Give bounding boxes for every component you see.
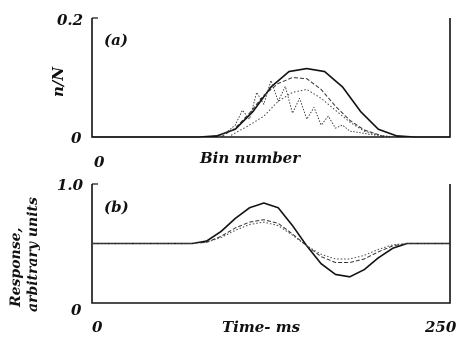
panel-b-plot [92,202,450,278]
panel-a-xlabel: Bin number [199,149,301,167]
panel-b-xtick-label-left: 0 [92,318,103,336]
panel-a-plot [92,67,450,138]
panel-a-series-1-line [217,80,397,138]
panel-b-series-2-line [92,221,450,260]
panel-a: 0.2 0 0 (a) n/N Bin number [49,11,451,171]
panel-a-series-3-line [227,88,386,138]
panel-b-ytick-label-bottom: 0 [71,301,82,319]
panel-b-xlabel: Time- ms [222,318,301,336]
panel-a-axes [91,18,451,138]
panel-a-series-2-line [220,77,386,138]
panel-b: 1.0 0 0 250 (b) Response, arbitrary unit… [8,176,457,336]
panel-b-ylabel-line2: arbitrary units [25,197,41,312]
panel-a-label: (a) [104,31,128,49]
panel-b-xtick-label-right: 250 [424,318,457,336]
panel-b-series-0-line [92,202,450,278]
panel-b-ylabel-line1: Response, [8,228,24,308]
panel-a-xtick-label-left: 0 [94,153,105,171]
panel-a-ytick-label-bottom: 0 [71,129,82,147]
panel-a-series-0-line [92,67,450,138]
panel-b-label: (b) [104,198,129,216]
panel-a-ylabel: n/N [49,66,67,97]
panel-b-ytick-label-top: 1.0 [57,176,84,194]
panel-a-ytick-label-top: 0.2 [57,11,83,29]
panel-b-series-1-line [92,219,450,263]
